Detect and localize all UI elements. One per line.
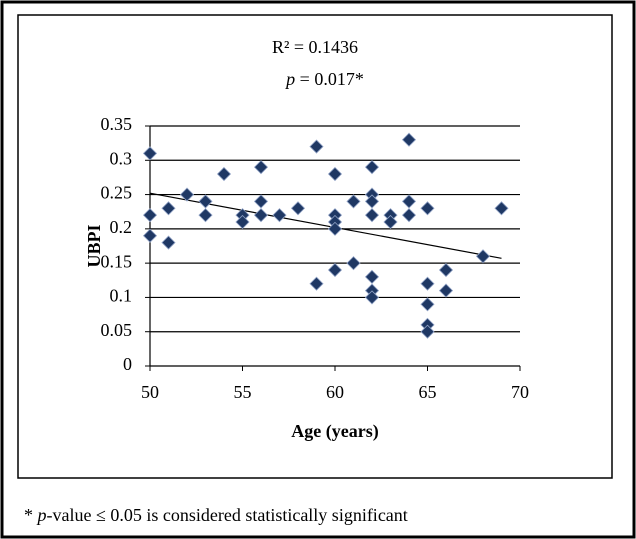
point bbox=[364, 269, 380, 284]
point bbox=[438, 283, 454, 298]
footnote: * p-value ≤ 0.05 is considered statistic… bbox=[24, 505, 408, 525]
x-tick-label: 65 bbox=[419, 382, 437, 402]
point bbox=[216, 166, 232, 182]
x-tick-label: 70 bbox=[511, 382, 529, 402]
point bbox=[161, 201, 176, 216]
p-symbol: p bbox=[284, 69, 295, 89]
point bbox=[494, 201, 509, 216]
point bbox=[364, 194, 380, 209]
point bbox=[401, 208, 417, 223]
chart-border bbox=[17, 14, 613, 479]
point bbox=[364, 160, 380, 175]
point bbox=[290, 201, 306, 216]
point bbox=[161, 235, 176, 250]
point bbox=[364, 290, 380, 305]
y-tick-label: 0.35 bbox=[101, 114, 133, 134]
point bbox=[420, 297, 435, 312]
point bbox=[438, 262, 454, 278]
point bbox=[475, 249, 491, 264]
point bbox=[327, 166, 343, 182]
point bbox=[253, 194, 269, 209]
footnote-star: * bbox=[24, 505, 38, 525]
x-tick-label: 60 bbox=[326, 382, 344, 402]
y-axis-label: UBPI bbox=[84, 224, 104, 267]
point bbox=[346, 256, 361, 271]
y-tick-label: 0.1 bbox=[110, 286, 133, 306]
point bbox=[198, 194, 213, 209]
x-tick-label: 55 bbox=[234, 382, 252, 402]
point bbox=[253, 208, 269, 223]
footnote-p: p bbox=[36, 505, 47, 525]
point bbox=[179, 187, 195, 202]
point bbox=[142, 146, 158, 161]
footnote-text: -value ≤ 0.05 is considered statisticall… bbox=[47, 505, 408, 525]
point bbox=[235, 214, 250, 230]
point bbox=[309, 276, 324, 291]
p-annotation: p = 0.017* bbox=[284, 69, 364, 89]
point bbox=[309, 139, 324, 154]
point bbox=[198, 208, 213, 223]
p-value: = 0.017* bbox=[295, 69, 364, 89]
point bbox=[142, 208, 158, 223]
point bbox=[327, 221, 343, 236]
point bbox=[272, 208, 287, 223]
y-tick-label: 0.05 bbox=[101, 320, 133, 340]
r2-annotation: R² = 0.1436 bbox=[272, 37, 358, 57]
point bbox=[401, 132, 417, 147]
point bbox=[420, 276, 435, 291]
point bbox=[383, 214, 398, 230]
y-tick-label: 0 bbox=[123, 354, 132, 374]
y-tick-label: 0.25 bbox=[101, 183, 133, 203]
y-tick-label: 0.3 bbox=[110, 148, 133, 168]
x-tick-label: 50 bbox=[141, 382, 159, 402]
point bbox=[364, 208, 380, 223]
point bbox=[346, 194, 361, 209]
x-axis-label: Age (years) bbox=[291, 421, 378, 442]
point bbox=[420, 324, 435, 339]
point bbox=[253, 160, 269, 175]
point bbox=[142, 228, 158, 243]
y-tick-label: 0.15 bbox=[101, 251, 133, 271]
point bbox=[401, 194, 417, 209]
point bbox=[327, 262, 343, 278]
point bbox=[420, 201, 435, 216]
y-tick-label: 0.2 bbox=[110, 217, 133, 237]
